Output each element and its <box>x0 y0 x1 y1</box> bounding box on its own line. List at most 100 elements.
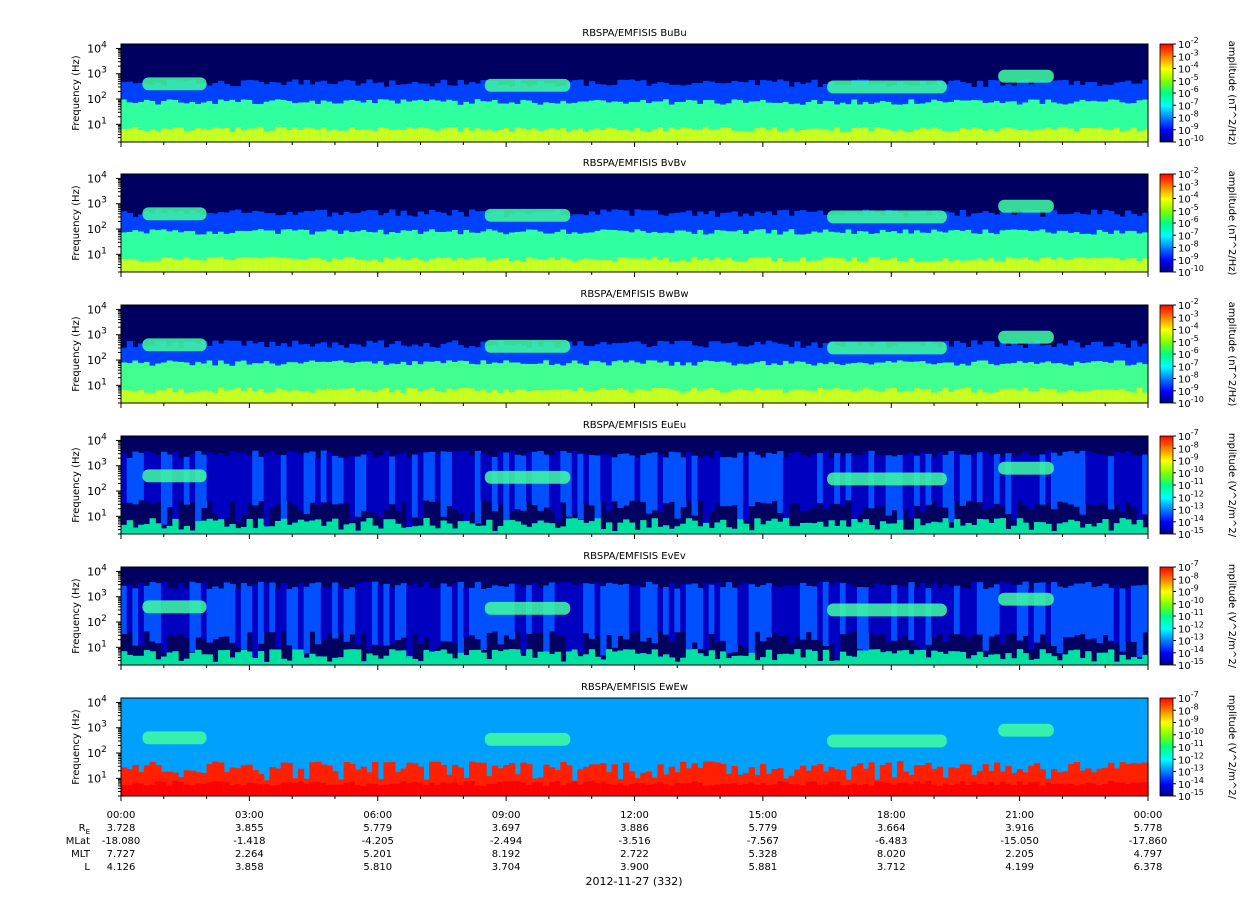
spectrogram-cell <box>611 101 618 142</box>
spectrogram-cell <box>577 519 584 534</box>
spectrogram-cell <box>737 655 744 665</box>
spectrogram-cell <box>1022 388 1029 403</box>
spectrogram-cell <box>891 257 898 272</box>
spectrogram-cell <box>993 365 1001 403</box>
spectrogram-cell <box>543 102 550 142</box>
spectrogram-cell <box>480 652 487 665</box>
spectrogram-cell <box>195 344 202 362</box>
spectrogram-cell <box>851 454 858 528</box>
spectrogram-cell <box>303 657 310 665</box>
spectrogram-cell <box>874 362 881 403</box>
spectrogram-cell <box>246 651 253 665</box>
spectrogram-cell <box>760 524 767 534</box>
spectrogram-cell <box>406 127 413 142</box>
spectrogram-cell <box>748 257 755 272</box>
spectrogram-cell <box>965 229 972 272</box>
spectrogram-cell <box>366 390 373 403</box>
spectrogram-cell <box>560 762 567 796</box>
spectrogram-cell <box>623 390 630 403</box>
spectrogram-cell <box>138 130 145 142</box>
y-tick-label: 103 <box>87 720 107 735</box>
emission-band <box>142 207 207 221</box>
spectrogram-cell <box>172 259 179 272</box>
spectrogram-cell <box>303 344 310 362</box>
spectrogram-cell <box>389 649 396 665</box>
spectrogram-cell <box>1090 361 1098 403</box>
spectrogram-cell <box>497 392 504 403</box>
spectrogram-cell <box>948 131 955 142</box>
spectrogram-cell <box>782 261 790 272</box>
spectrogram-cell <box>1119 782 1126 796</box>
spectrogram-cell <box>337 258 345 272</box>
spectrogram-cell <box>1068 340 1075 366</box>
spectrogram-cell <box>811 365 818 403</box>
colorbar-tick-label: 10-14 <box>1178 514 1204 529</box>
spectrogram-cell <box>583 85 590 102</box>
spectrogram-cell <box>417 364 424 403</box>
spectrogram-cell <box>663 82 670 100</box>
ephemeris-value: 6.378 <box>1134 862 1163 873</box>
spectrogram-cell <box>879 100 887 142</box>
spectrogram-cell <box>954 259 961 272</box>
spectrogram-cell <box>765 233 773 272</box>
x-tick-label: 06:00 <box>363 810 392 821</box>
spectrogram-cell <box>834 258 841 272</box>
spectrogram-cell <box>172 230 179 272</box>
spectrogram-cell <box>868 364 875 403</box>
spectrogram-cell <box>805 649 812 665</box>
spectrogram-cell <box>668 388 676 403</box>
spectrogram-cell <box>731 99 738 142</box>
spectrogram-cell <box>1039 80 1046 104</box>
spectrogram-cell <box>594 259 601 272</box>
spectrogram-cell <box>497 84 504 104</box>
spectrogram-cell <box>286 762 293 796</box>
spectrogram-cell <box>1011 388 1018 403</box>
spectrogram-cell <box>583 232 590 272</box>
spectrogram-cell <box>514 103 521 142</box>
spectrogram-cell <box>217 650 225 665</box>
spectrogram-cell <box>760 99 767 142</box>
spectrogram-cell <box>440 79 447 102</box>
spectrogram-cell <box>240 785 248 796</box>
spectrogram-cell <box>132 527 139 534</box>
spectrogram-cell <box>697 82 704 104</box>
spectrogram-cell <box>160 128 168 142</box>
spectrogram-cell <box>651 388 658 403</box>
spectrogram-cell <box>811 211 818 232</box>
spectrogram-cell <box>286 524 293 534</box>
spectrogram-cell <box>423 231 430 272</box>
spectrogram-cell <box>1130 83 1138 103</box>
panel-title: RBSPA/EMFISIS EuEu <box>583 420 686 431</box>
spectrogram-cell <box>571 781 579 796</box>
spectrogram-cell <box>394 585 402 641</box>
spectrogram-cell <box>434 587 442 647</box>
spectrogram-cell <box>583 781 590 796</box>
spectrogram-cell <box>303 586 310 654</box>
spectrogram-cell <box>674 340 681 362</box>
spectrogram-cell <box>337 457 345 504</box>
spectrogram-cell <box>822 389 830 403</box>
spectrogram-cell <box>1085 101 1092 142</box>
spectrogram-cell <box>1039 582 1046 635</box>
spectrogram-cell <box>976 344 984 361</box>
spectrogram-cell <box>742 783 750 796</box>
spectrogram-cell <box>919 649 927 665</box>
spectrogram-cell <box>714 216 721 231</box>
spectrogram-cell <box>965 588 972 637</box>
spectrogram-cell <box>275 126 282 142</box>
spectrogram-cell <box>172 361 179 403</box>
spectrogram-cell <box>714 582 721 642</box>
spectrogram-cell <box>126 341 134 363</box>
spectrogram-cell <box>183 784 191 796</box>
spectrogram-cell <box>189 365 196 403</box>
spectrogram-cell <box>891 104 898 142</box>
spectrogram-cell <box>1045 389 1052 403</box>
spectrogram-cell <box>948 230 955 272</box>
spectrogram-cell <box>1011 456 1018 521</box>
spectrogram-cell <box>514 781 521 796</box>
spectrogram-cell <box>583 215 590 233</box>
spectrogram-cell <box>1136 233 1143 272</box>
spectrogram-cell <box>206 782 213 796</box>
spectrogram-cell <box>372 525 379 534</box>
spectrogram-cell <box>902 131 909 142</box>
